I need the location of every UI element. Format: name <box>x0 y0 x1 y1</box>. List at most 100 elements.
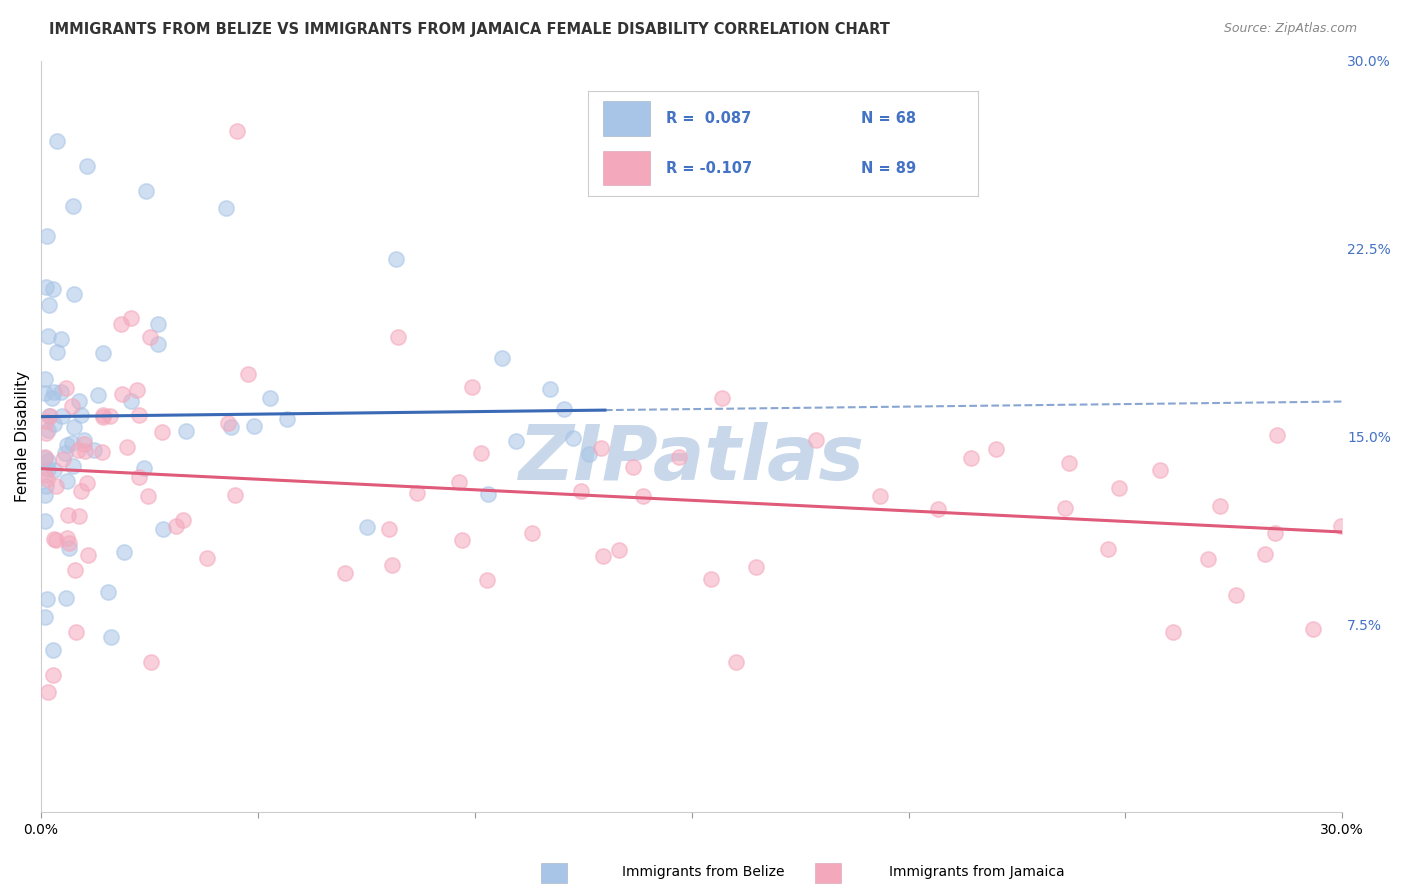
Point <box>34 467 56 482</box>
Point <box>34 385 56 400</box>
Point <box>959 451 981 466</box>
Point <box>172 513 194 527</box>
Point <box>51 332 73 346</box>
Point <box>110 317 132 331</box>
Point <box>45 345 67 359</box>
Point <box>195 551 218 566</box>
Point <box>63 420 86 434</box>
Point <box>37 454 59 468</box>
Point <box>724 655 747 669</box>
Point <box>77 549 100 563</box>
Point <box>60 436 83 450</box>
Point <box>1057 456 1080 470</box>
Point <box>125 384 148 398</box>
Point <box>120 311 142 326</box>
Point <box>406 486 429 500</box>
Point <box>165 519 187 533</box>
Point <box>51 452 73 467</box>
Point <box>569 484 592 499</box>
Point <box>35 592 58 607</box>
Point <box>607 543 630 558</box>
Point <box>51 409 73 424</box>
Point <box>100 630 122 644</box>
Point <box>378 522 401 536</box>
Point <box>70 484 93 499</box>
Point <box>83 443 105 458</box>
Point <box>128 409 150 423</box>
Point <box>927 502 949 516</box>
Point <box>56 474 79 488</box>
Point <box>34 450 56 465</box>
Point <box>73 436 96 450</box>
Point <box>335 566 357 580</box>
Point <box>553 401 575 416</box>
Point <box>90 444 112 458</box>
Point <box>668 450 690 464</box>
Point <box>35 426 58 441</box>
Point <box>217 416 239 430</box>
Point <box>134 461 156 475</box>
Point <box>138 330 160 344</box>
Point <box>35 414 58 428</box>
Point <box>384 252 406 266</box>
Point <box>1053 501 1076 516</box>
Point <box>34 610 56 624</box>
Point <box>128 469 150 483</box>
Point <box>53 446 76 460</box>
Point <box>1225 588 1247 602</box>
Point <box>76 159 98 173</box>
Point <box>76 476 98 491</box>
Point <box>356 519 378 533</box>
Point <box>55 591 77 606</box>
Point <box>1149 463 1171 477</box>
Point <box>62 287 84 301</box>
Point <box>1108 481 1130 495</box>
Text: ZIPatlas: ZIPatlas <box>519 422 865 496</box>
Point <box>215 201 238 215</box>
Point <box>381 558 404 572</box>
Point <box>631 489 654 503</box>
Point <box>42 642 65 657</box>
Text: IMMIGRANTS FROM BELIZE VS IMMIGRANTS FROM JAMAICA FEMALE DISABILITY CORRELATION : IMMIGRANTS FROM BELIZE VS IMMIGRANTS FRO… <box>49 22 890 37</box>
Point <box>224 488 246 502</box>
Point <box>42 282 65 296</box>
Point <box>46 134 69 148</box>
Text: Source: ZipAtlas.com: Source: ZipAtlas.com <box>1223 22 1357 36</box>
Point <box>243 419 266 434</box>
Point <box>34 488 56 502</box>
Point <box>984 442 1007 456</box>
Point <box>37 685 59 699</box>
Point <box>470 446 492 460</box>
Point <box>219 420 242 434</box>
Point <box>49 385 72 400</box>
Point <box>91 345 114 359</box>
Point <box>1161 625 1184 640</box>
Point <box>111 387 134 401</box>
Point <box>236 367 259 381</box>
Point <box>58 535 80 549</box>
Point <box>806 434 828 448</box>
Point <box>115 440 138 454</box>
Point <box>276 411 298 425</box>
Point <box>56 531 79 545</box>
Point <box>621 460 644 475</box>
Text: Immigrants from Belize: Immigrants from Belize <box>621 865 785 880</box>
Point <box>538 382 561 396</box>
Point <box>120 394 142 409</box>
Y-axis label: Female Disability: Female Disability <box>15 371 30 502</box>
Point <box>35 279 58 293</box>
Point <box>67 509 90 524</box>
Point <box>592 549 614 563</box>
Point <box>710 391 733 405</box>
Point <box>91 410 114 425</box>
Point <box>522 525 544 540</box>
Point <box>491 351 513 365</box>
Point <box>745 559 768 574</box>
Point <box>1329 518 1351 533</box>
Point <box>146 317 169 331</box>
Point <box>152 522 174 536</box>
Point <box>1302 622 1324 636</box>
Point <box>259 391 281 405</box>
Point <box>97 585 120 599</box>
Point <box>87 388 110 402</box>
